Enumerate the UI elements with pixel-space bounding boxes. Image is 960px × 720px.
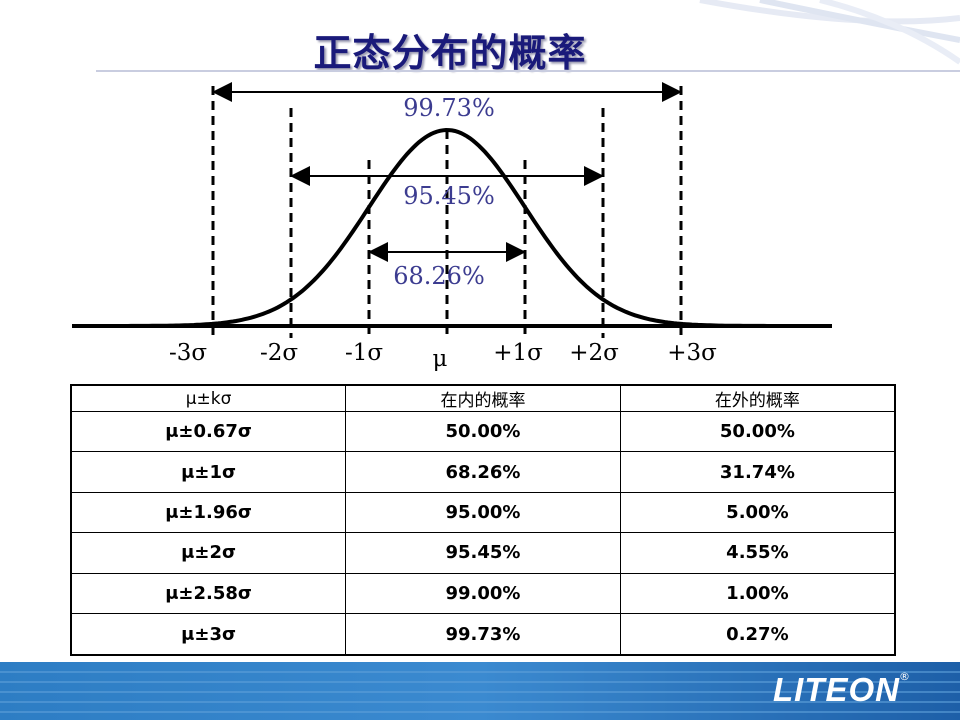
normal-distribution-figure bbox=[72, 82, 832, 338]
interval-percent-label: 68.26% bbox=[393, 262, 485, 290]
axis-tick-label: μ bbox=[432, 346, 448, 372]
header-outside: 在外的概率 bbox=[619, 384, 896, 412]
table-row: μ±1σ 68.26% 31.74% bbox=[70, 451, 896, 493]
probability-table: μ±kσ 在内的概率 在外的概率 μ±0.67σ 50.00% 50.00% μ… bbox=[70, 384, 896, 656]
liteon-logo: LITEON bbox=[773, 671, 900, 708]
header-interval: μ±kσ bbox=[70, 384, 347, 412]
cell-outside: 1.00% bbox=[619, 572, 896, 615]
table-row: μ±2σ 95.45% 4.55% bbox=[70, 532, 896, 574]
axis-tick-label: -2σ bbox=[259, 340, 299, 366]
axis-tick-label: +1σ bbox=[493, 340, 543, 366]
page-title: 正态分布的概率 bbox=[313, 31, 587, 75]
cell-inside: 50.00% bbox=[345, 410, 621, 453]
cell-inside: 68.26% bbox=[345, 451, 621, 493]
cell-inside: 95.00% bbox=[345, 491, 621, 534]
cell-outside: 4.55% bbox=[619, 532, 896, 574]
cell-outside: 0.27% bbox=[619, 613, 896, 656]
cell-interval: μ±3σ bbox=[70, 613, 347, 656]
header-decoration bbox=[699, 0, 960, 65]
cell-outside: 5.00% bbox=[619, 491, 896, 534]
table-row: μ±3σ 99.73% 0.27% bbox=[70, 613, 896, 656]
cell-outside: 50.00% bbox=[619, 410, 896, 453]
cell-outside: 31.74% bbox=[619, 451, 896, 493]
table-row: μ±2.58σ 99.00% 1.00% bbox=[70, 572, 896, 615]
cell-interval: μ±0.67σ bbox=[70, 410, 347, 453]
table-header-row: μ±kσ 在内的概率 在外的概率 bbox=[70, 384, 896, 412]
cell-inside: 99.00% bbox=[345, 572, 621, 615]
axis-tick-label: +3σ bbox=[667, 340, 717, 366]
table-row: μ±1.96σ 95.00% 5.00% bbox=[70, 491, 896, 534]
cell-interval: μ±2σ bbox=[70, 532, 347, 574]
axis-tick-label: -1σ bbox=[344, 340, 384, 366]
cell-inside: 95.45% bbox=[345, 532, 621, 574]
footer-band bbox=[0, 662, 960, 720]
interval-percent-label: 99.73% bbox=[403, 94, 495, 122]
table-row: μ±0.67σ 50.00% 50.00% bbox=[70, 410, 896, 453]
registered-mark: ® bbox=[899, 670, 910, 683]
cell-interval: μ±2.58σ bbox=[70, 572, 347, 615]
axis-tick-label: +2σ bbox=[569, 340, 619, 366]
cell-interval: μ±1σ bbox=[70, 451, 347, 493]
bell-curve bbox=[95, 127, 785, 328]
cell-inside: 99.73% bbox=[345, 613, 621, 656]
cell-interval: μ±1.96σ bbox=[70, 491, 347, 534]
interval-percent-label: 95.45% bbox=[403, 182, 495, 210]
title-underline bbox=[96, 70, 960, 72]
axis-tick-label: -3σ bbox=[168, 340, 208, 366]
header-inside: 在内的概率 bbox=[345, 384, 621, 412]
